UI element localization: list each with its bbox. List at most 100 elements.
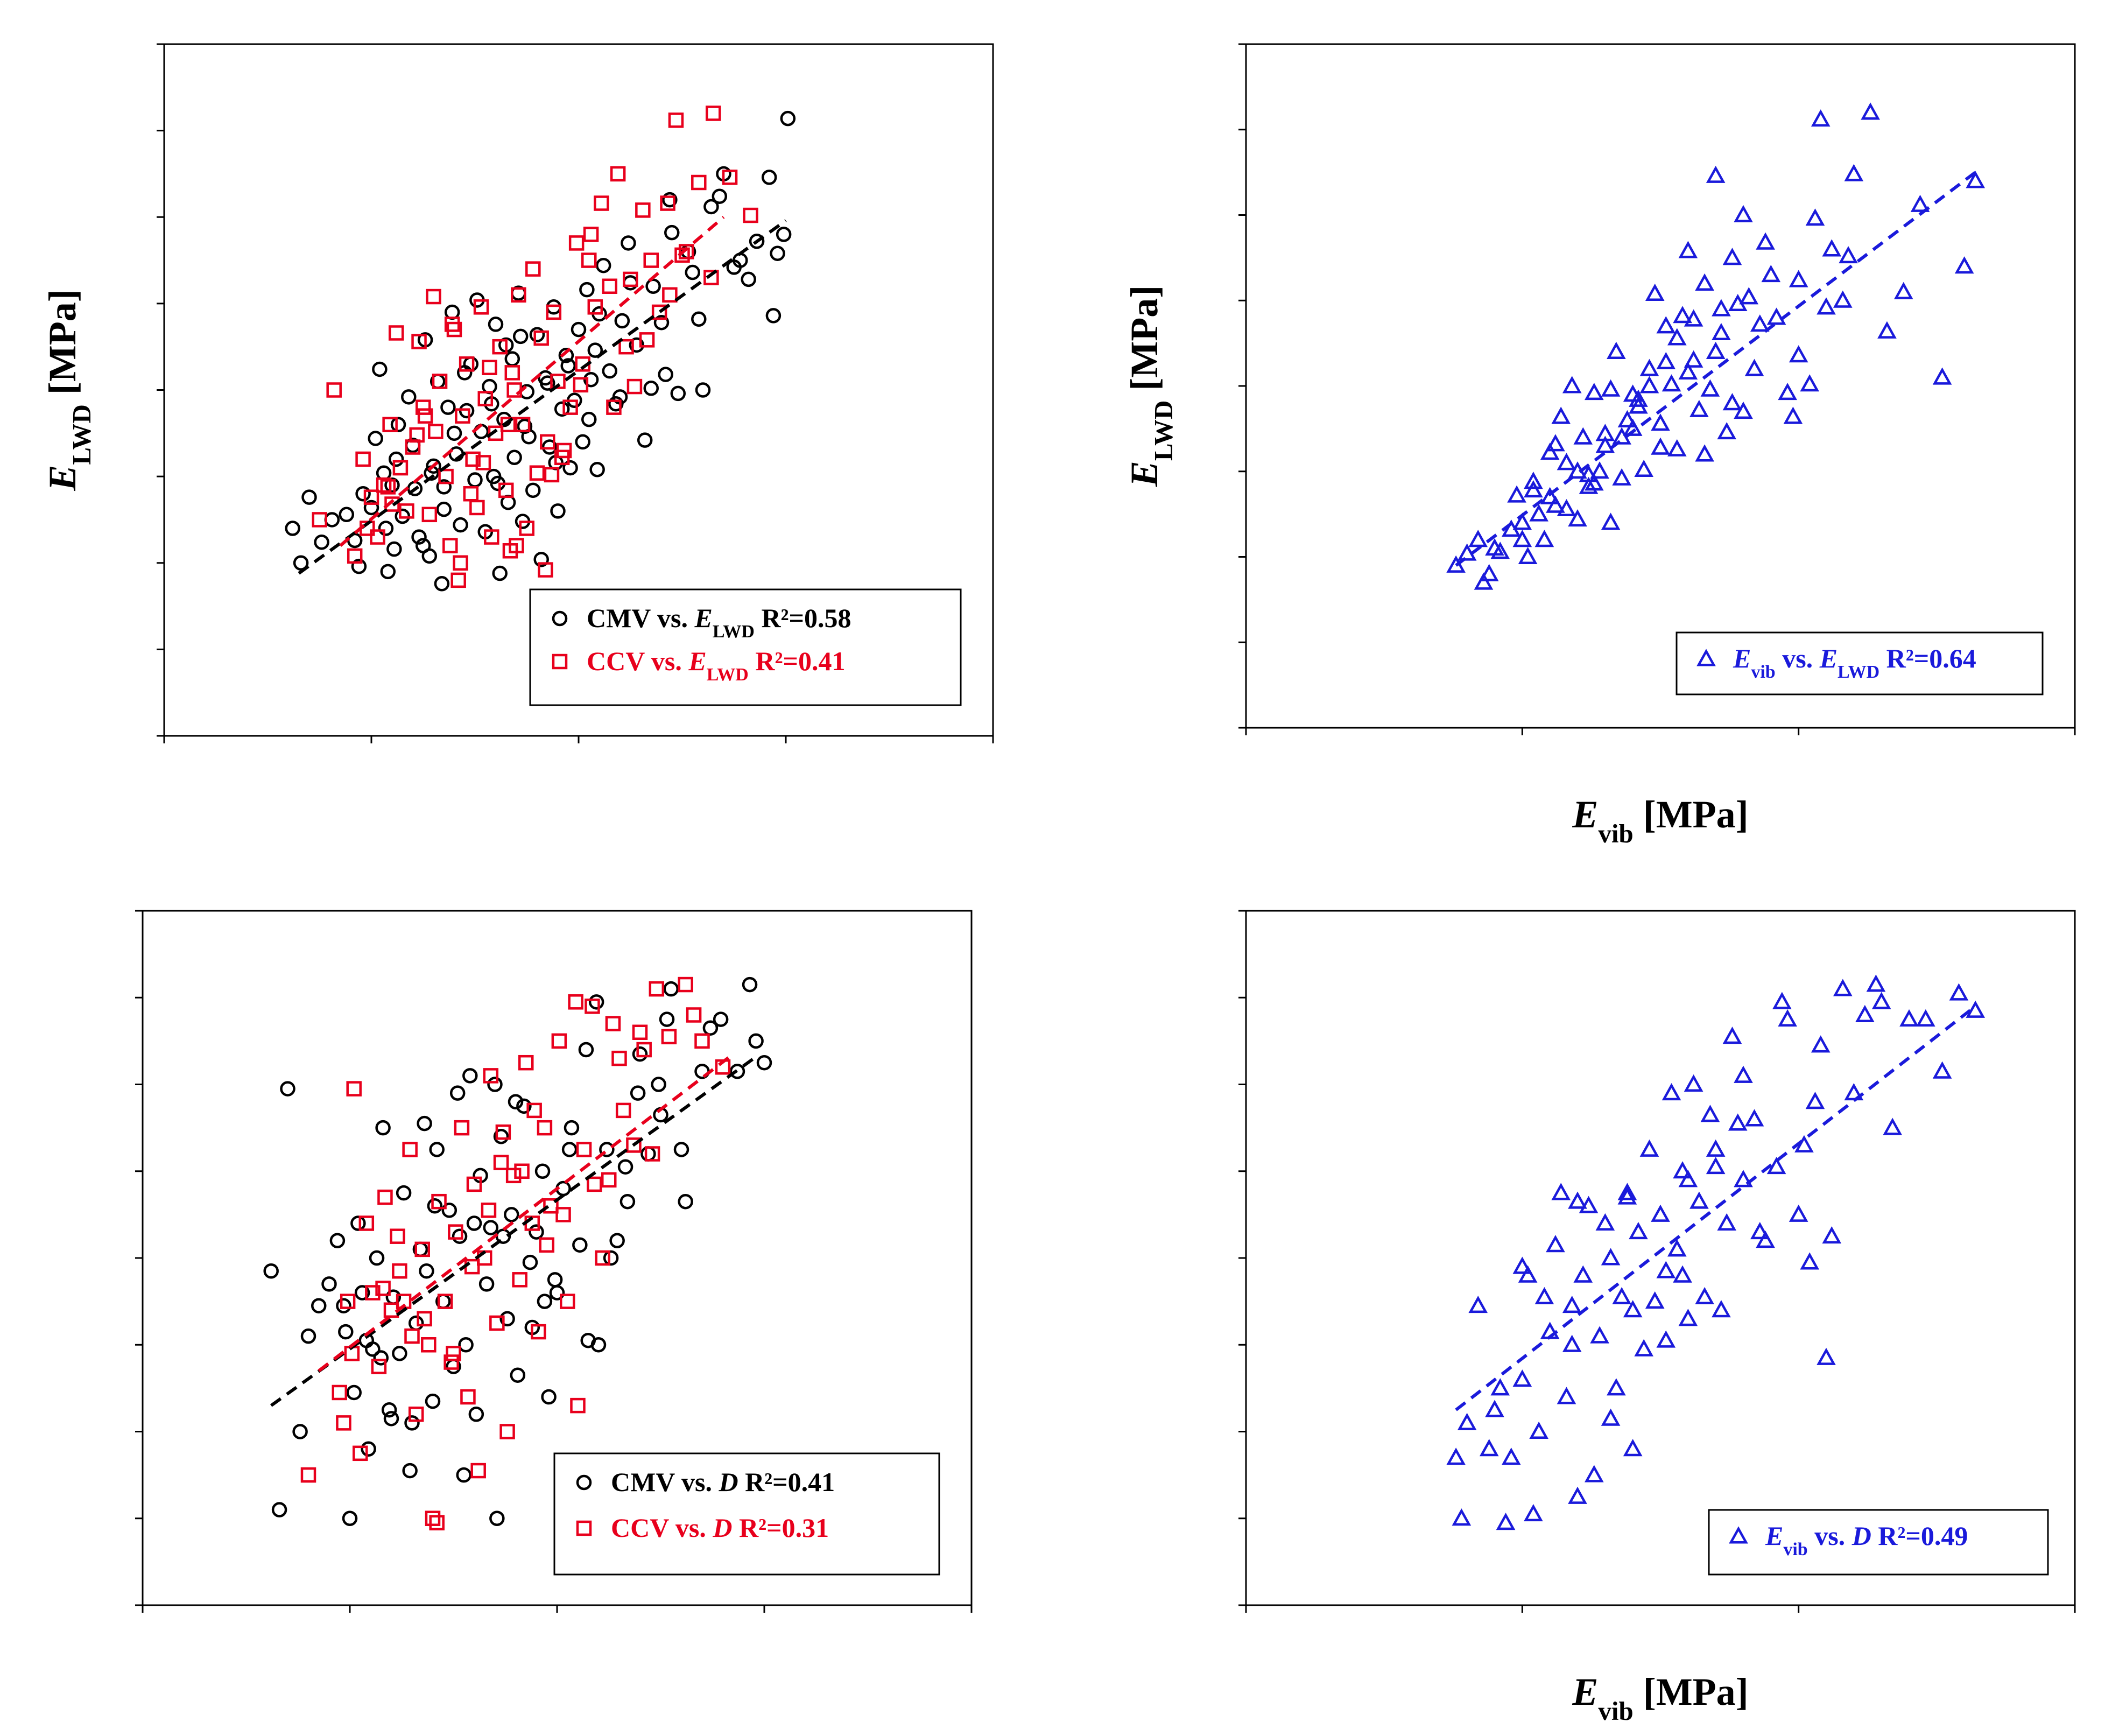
data-point (635, 202, 651, 218)
data-point (1579, 476, 1599, 494)
data-point (396, 1185, 412, 1201)
data-point (541, 1389, 557, 1405)
data-point (626, 378, 643, 395)
data-point (537, 1120, 553, 1136)
x-axis-label-part-0: E (1572, 793, 1598, 836)
data-point (587, 1176, 602, 1192)
data-point (1623, 418, 1643, 436)
data-point (429, 1515, 445, 1531)
data-point (645, 278, 661, 294)
data-point (375, 1281, 391, 1296)
data-point (1562, 1334, 1582, 1352)
legend-b: Evib vs. ELWD R²=0.64 (1676, 631, 2044, 695)
data-point (614, 313, 630, 329)
panel-b: Evib [MPa]ELWD [MPa]Evib vs. ELWD R²=0.6… (1123, 43, 2076, 848)
data-point (606, 399, 622, 415)
data-point (1656, 1330, 1676, 1348)
data-point (1512, 1256, 1532, 1274)
data-point (312, 512, 327, 528)
data-point (469, 500, 485, 516)
data-point (383, 1411, 399, 1426)
data-point (1728, 1113, 1748, 1131)
data-point (554, 401, 570, 417)
data-point (1722, 1027, 1742, 1044)
legend-label-part-1: D (718, 1467, 738, 1497)
data-point (1612, 1287, 1631, 1305)
data-point (1883, 1117, 1903, 1135)
data-point (722, 170, 738, 185)
data-point (1584, 473, 1604, 491)
data-point (443, 1354, 459, 1370)
legend-label-part-1: D (712, 1513, 732, 1543)
data-point (1534, 1287, 1554, 1305)
data-point (384, 496, 400, 512)
data-point (562, 460, 578, 476)
data-point (1877, 321, 1897, 339)
data-point (460, 1389, 476, 1405)
legend-d: Evib vs. D R²=0.49 (1708, 1509, 2049, 1576)
y-axis-label-part-0: E (1123, 461, 1166, 487)
data-point (547, 1272, 563, 1288)
data-point (1756, 1231, 1775, 1248)
data-point (373, 1350, 389, 1366)
trend-line-cmv (298, 219, 787, 575)
data-point (1524, 1504, 1543, 1522)
data-point (408, 1407, 424, 1422)
data-point (636, 1042, 652, 1058)
legend-marker (576, 1474, 592, 1491)
data-point (1634, 1339, 1654, 1357)
data-point (390, 1228, 405, 1244)
data-point (411, 334, 427, 349)
data-point (1673, 1265, 1692, 1283)
data-point (1623, 1439, 1643, 1457)
data-point (1623, 1300, 1643, 1318)
data-point (529, 327, 545, 342)
data-point (1772, 992, 1792, 1009)
data-point (493, 1155, 509, 1170)
data-point (644, 1146, 660, 1162)
data-point (375, 1120, 391, 1136)
data-point (1645, 1291, 1665, 1309)
data-point (550, 503, 566, 519)
data-point (441, 1203, 457, 1218)
data-point (534, 1163, 551, 1179)
legend-label: CMV vs. D R²=0.41 (611, 1467, 835, 1497)
legend-label-part-1: E (1765, 1521, 1783, 1551)
data-point (713, 1011, 729, 1027)
data-point (572, 1237, 588, 1253)
legend-label: Evib vs. ELWD R²=0.64 (1733, 643, 1976, 682)
data-point (1651, 413, 1670, 431)
legend-label-part-6: R²=0.49 (1871, 1521, 1968, 1551)
data-point (626, 1137, 642, 1153)
legend-label-part-5: LWD (1838, 662, 1879, 682)
data-point (549, 1285, 565, 1301)
data-point (575, 434, 590, 450)
data-point (568, 994, 583, 1010)
data-point (475, 455, 491, 470)
data-point (579, 282, 595, 298)
data-point (1678, 1170, 1698, 1187)
data-point (450, 572, 466, 588)
data-point (1667, 328, 1687, 346)
data-point (300, 1467, 316, 1483)
x-axis-label-part-1: vib (1598, 1696, 1633, 1726)
data-point (376, 477, 392, 493)
x-axis-label-part-1: vib (1598, 819, 1633, 848)
data-point (1734, 1065, 1753, 1083)
data-point (517, 418, 533, 434)
data-point (1601, 1248, 1621, 1266)
data-point (1490, 1378, 1510, 1396)
y-axis-label-part-2: [MPa] (41, 289, 84, 404)
data-point (1629, 389, 1648, 407)
data-point (488, 425, 504, 441)
legend-box (1708, 1509, 2049, 1576)
data-point (1617, 410, 1637, 427)
data-point (1893, 282, 1913, 299)
data-point (464, 1259, 480, 1275)
data-point (1507, 485, 1526, 503)
data-point (623, 271, 638, 287)
legend-label-part-1: E (1733, 643, 1751, 673)
data-point (390, 417, 406, 432)
